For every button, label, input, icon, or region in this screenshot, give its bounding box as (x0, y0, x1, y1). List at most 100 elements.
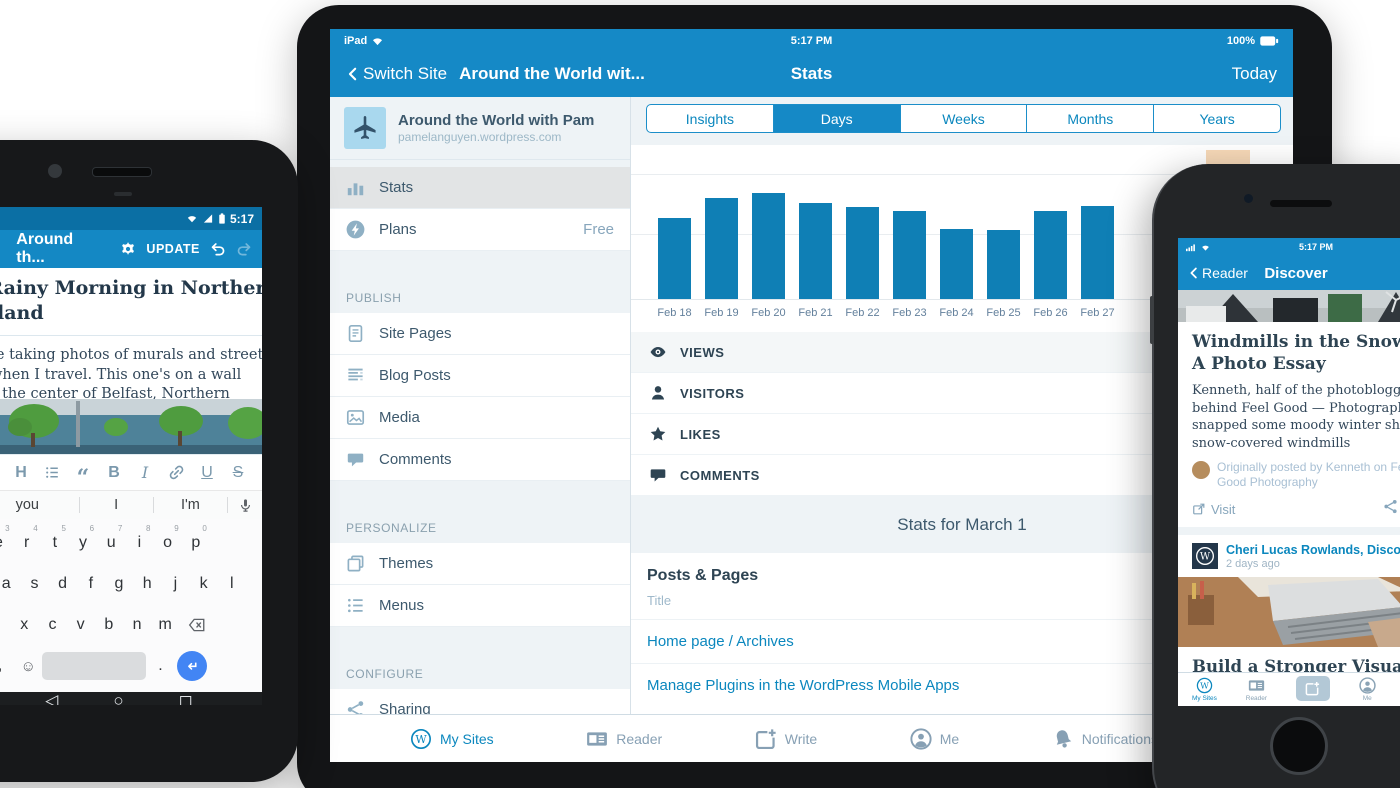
tab-days[interactable]: Days (773, 105, 901, 132)
key-s[interactable]: s (30, 575, 39, 592)
key-v[interactable]: v (76, 616, 85, 633)
chart-bar-feb-19[interactable] (705, 198, 738, 299)
chart-bar-feb-21[interactable] (799, 203, 832, 299)
post-body-field[interactable]: I love taking photos of murals and stree… (0, 346, 262, 399)
key-h[interactable]: h (142, 575, 152, 592)
home-nav-icon[interactable]: ○ (113, 691, 124, 705)
key-x[interactable]: x (20, 616, 29, 633)
post-title-field[interactable]: A Rainy Morning in Northern Ireland (0, 277, 262, 324)
sidebar-item-themes[interactable]: Themes (330, 543, 630, 585)
laptop-desk-photo[interactable] (1178, 577, 1400, 647)
reader-back-button[interactable]: Reader (1188, 265, 1248, 281)
post-photo-murals[interactable] (0, 399, 262, 454)
format-link-icon[interactable] (162, 460, 190, 486)
post-link-manage-plugins-in-the-wordpress-mobile-apps[interactable]: Manage Plugins in the WordPress Mobile A… (631, 663, 1293, 707)
format-list-icon[interactable] (38, 460, 66, 486)
tab-bar-item-write[interactable]: Write (755, 728, 817, 750)
sidebar-item-plans[interactable]: Plans Free (330, 209, 630, 251)
key-e[interactable]: e3 (0, 524, 13, 558)
tab-bar-item-write[interactable] (1295, 675, 1330, 701)
key-f[interactable]: f (88, 575, 94, 592)
suggestion-you[interactable]: you (0, 497, 80, 513)
format-bold-icon[interactable]: B (100, 460, 128, 486)
tab-bar-item-reader[interactable]: Reader (586, 728, 662, 750)
tab-bar-item-notifications[interactable]: Notifications (1052, 728, 1158, 750)
tab-bar-item-me[interactable]: Me (1359, 677, 1376, 702)
format-heading-icon[interactable]: H (7, 460, 35, 486)
sidebar-item-sharing[interactable]: Sharing (330, 689, 630, 714)
format-add-icon[interactable] (0, 460, 4, 486)
tab-months[interactable]: Months (1027, 105, 1155, 132)
format-italic-icon[interactable]: I (131, 460, 159, 486)
switch-site-button[interactable]: Switch Site (346, 64, 447, 84)
chart-bar-feb-22[interactable] (846, 207, 879, 299)
suggestion-i[interactable]: I (80, 497, 154, 513)
format-strikethrough-icon[interactable]: S (224, 460, 252, 486)
key-a[interactable]: a (1, 575, 11, 592)
tab-bar-item-me[interactable]: Me (910, 727, 959, 750)
recents-nav-icon[interactable]: ◻ (178, 691, 193, 705)
chart-bar-feb-25[interactable] (987, 230, 1020, 299)
key-d[interactable]: d (58, 575, 68, 592)
suggestion-i-m[interactable]: I'm (154, 497, 228, 513)
key-m[interactable]: m (158, 616, 172, 633)
home-button[interactable] (1270, 717, 1328, 775)
tab-bar-item-my-sites[interactable]: W My Sites (1192, 677, 1217, 702)
chart-bar-feb-26[interactable] (1034, 211, 1067, 299)
tab-insights[interactable]: Insights (647, 105, 774, 132)
windmills-photo[interactable] (1178, 290, 1400, 322)
redo-icon[interactable] (236, 240, 252, 258)
back-nav-icon[interactable]: ◁ (45, 691, 59, 705)
tab-bar-item-my-sites[interactable]: W My Sites (410, 728, 494, 750)
format-underline-icon[interactable]: U (193, 460, 221, 486)
chart-bar-feb-20[interactable] (752, 193, 785, 299)
sidebar-item-stats[interactable]: Stats (330, 167, 630, 209)
key-g[interactable]: g (114, 575, 124, 592)
chart-bar-feb-27[interactable] (1081, 206, 1114, 299)
card-title[interactable]: Windmills in the Snow: A Photo Essay (1192, 332, 1400, 374)
sidebar-item-blog-posts[interactable]: Blog Posts (330, 355, 630, 397)
share-icon[interactable] (1383, 499, 1398, 519)
tab-weeks[interactable]: Weeks (901, 105, 1028, 132)
sidebar-item-menus[interactable]: Menus (330, 585, 630, 627)
enter-key[interactable] (175, 651, 209, 681)
today-button[interactable]: Today (1231, 64, 1277, 83)
key-c[interactable]: c (48, 616, 57, 633)
card-author[interactable]: Cheri Lucas Rowlands, Discover (1226, 543, 1400, 557)
site-header[interactable]: Around the World with Pam pamelanguyen.w… (330, 97, 630, 160)
chart-bar-feb-24[interactable] (940, 229, 973, 299)
key-k[interactable]: k (199, 575, 208, 592)
period-key[interactable]: . (158, 657, 163, 674)
sidebar-item-site-pages[interactable]: Site Pages (330, 313, 630, 355)
reader-card-windmills[interactable]: Windmills in the Snow: A Photo Essay Ken… (1178, 322, 1400, 527)
format-quote-icon[interactable]: “ (69, 460, 97, 489)
update-button[interactable]: UPDATE (146, 242, 200, 256)
sidebar-item-comments[interactable]: Comments (330, 439, 630, 481)
post-link-home-page-archives[interactable]: Home page / Archives (631, 619, 1293, 663)
visit-button[interactable]: Visit (1192, 502, 1235, 517)
key-j[interactable]: j (173, 575, 178, 592)
key-l[interactable]: l (229, 575, 234, 592)
gear-icon[interactable] (120, 240, 136, 258)
emoji-key[interactable]: ☺ (20, 657, 36, 675)
undo-icon[interactable] (210, 240, 226, 258)
key-b[interactable]: b (104, 616, 114, 633)
key-z[interactable]: z (0, 610, 10, 640)
key-n[interactable]: n (132, 616, 142, 633)
chart-bar-feb-23[interactable] (893, 211, 926, 299)
mic-icon[interactable] (228, 498, 262, 513)
space-key[interactable] (42, 651, 147, 681)
tab-years[interactable]: Years (1199, 110, 1235, 127)
comma-key[interactable]: , (0, 651, 14, 681)
post-editor[interactable]: A Rainy Morning in Northern Ireland I lo… (0, 268, 262, 399)
backspace-key[interactable] (179, 610, 215, 640)
chart-bar-feb-18[interactable] (658, 218, 691, 299)
tab-bar-item-reader[interactable]: Reader (1246, 677, 1267, 702)
